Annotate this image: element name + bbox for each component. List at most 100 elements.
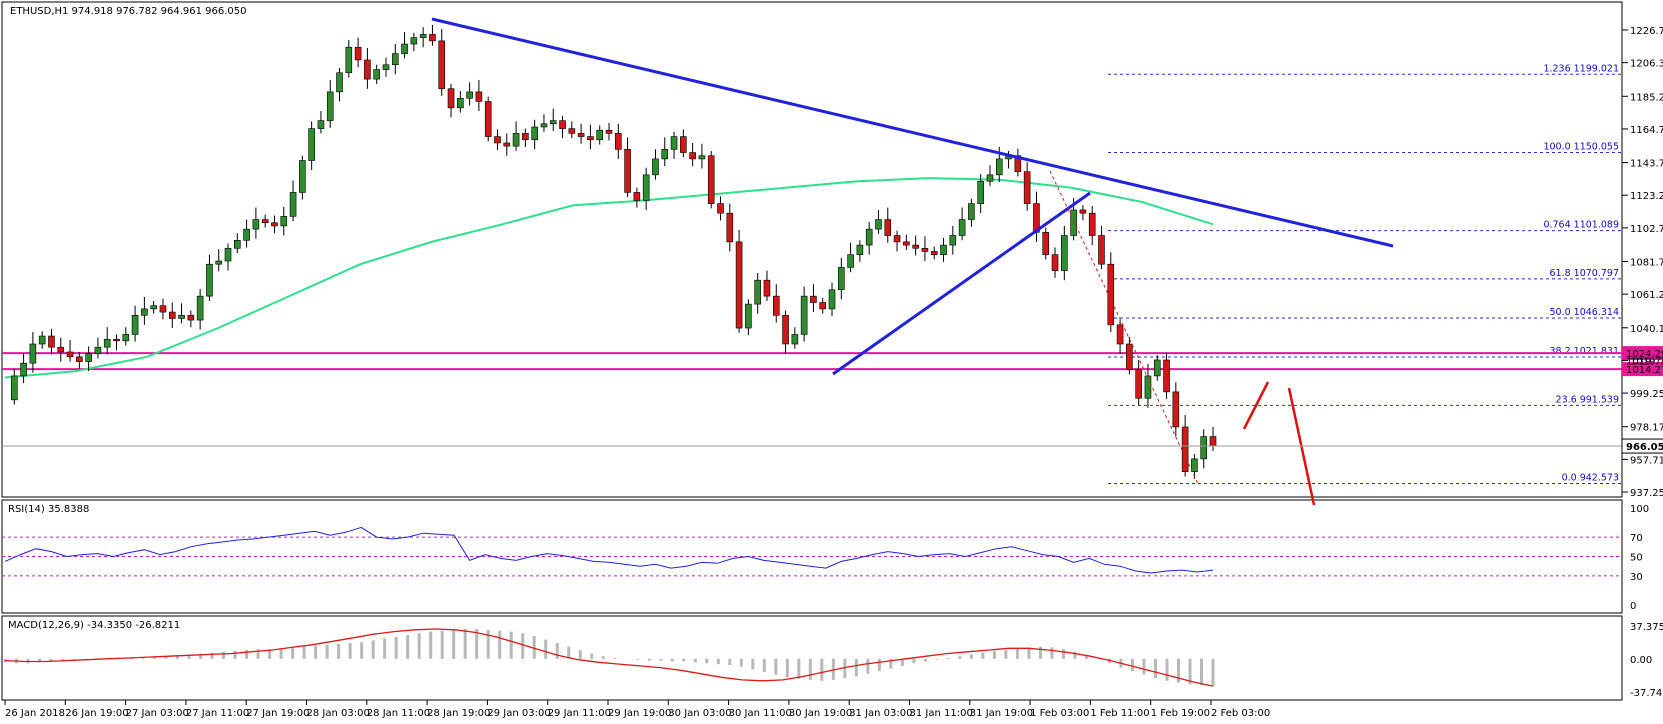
bullish-candle xyxy=(122,334,130,342)
time-tick-label: 27 Jan 03:00 xyxy=(126,708,189,719)
bearish-candle xyxy=(271,222,278,227)
bullish-candle xyxy=(401,43,408,54)
bullish-candle xyxy=(596,129,604,141)
fib-level-label: 23.6 991.539 xyxy=(1556,394,1619,405)
bearish-candle xyxy=(522,133,529,141)
bearish-candle xyxy=(438,40,446,90)
fib-swing-line xyxy=(1049,170,1199,485)
macd-label: MACD(12,26,9) -34.3350 -26.8211 xyxy=(8,620,180,631)
bearish-candle xyxy=(763,279,771,297)
bullish-candle xyxy=(800,295,808,335)
bearish-candle xyxy=(707,155,715,204)
bearish-candle xyxy=(1126,343,1133,370)
time-tick-label: 29 Jan 03:00 xyxy=(487,708,550,719)
price-tick-label: 999.250 xyxy=(1630,389,1663,400)
time-tick-label: 31 Jan 19:00 xyxy=(970,708,1033,719)
bullish-candle xyxy=(224,247,232,262)
candles xyxy=(10,24,1217,479)
fib-level-label: 61.8 1070.797 xyxy=(1549,268,1619,279)
bullish-candle xyxy=(150,305,157,310)
bullish-candle xyxy=(29,343,37,364)
bullish-candle xyxy=(234,239,241,249)
bullish-candle xyxy=(856,244,864,255)
price-tick-label: 957.710 xyxy=(1630,455,1663,466)
price-axis: 1226.790 1206.330 1185.250 1164.790 1143.710… xyxy=(2,26,1663,499)
current-price-box xyxy=(1621,438,1663,454)
horizontal-level-label: 1024.294 xyxy=(1626,349,1663,360)
bullish-candle xyxy=(466,91,473,99)
bullish-candle xyxy=(38,335,46,345)
bearish-candle xyxy=(624,149,631,193)
projection-up-arrow xyxy=(1242,381,1270,430)
time-tick-label: 28 Jan 11:00 xyxy=(367,708,430,719)
bullish-candle xyxy=(131,314,139,335)
bearish-candle xyxy=(903,241,910,246)
macd-panel-border xyxy=(1,615,1623,701)
rsi-tick-label: 0 xyxy=(1630,601,1636,612)
bullish-candle xyxy=(949,235,957,246)
fib-level-label: 38.2 1021.831 xyxy=(1549,346,1619,357)
time-tick-label: 27 Jan 11:00 xyxy=(186,708,249,719)
bullish-candle xyxy=(531,126,538,141)
bearish-candle xyxy=(680,136,687,153)
bearish-candle xyxy=(1107,263,1115,326)
bearish-trend-line xyxy=(431,17,1394,248)
bullish-candle xyxy=(10,375,18,401)
bullish-candle xyxy=(457,97,464,109)
bearish-candle xyxy=(1088,212,1096,236)
bullish-candle xyxy=(838,267,845,291)
bullish-candle xyxy=(326,91,334,121)
macd-tick-label: -37.7498 xyxy=(1630,688,1663,699)
bearish-candle xyxy=(494,136,501,144)
price-tick-label: 978.170 xyxy=(1630,423,1663,434)
price-tick-label: 1226.790 xyxy=(1630,26,1663,37)
support-resistance-lines: 1024.294 1014.2771019.710 xyxy=(2,346,1663,377)
fib-level-label: 0.764 1101.089 xyxy=(1543,220,1619,231)
bullish-trend-line xyxy=(832,191,1091,376)
bullish-candle xyxy=(345,46,353,74)
bullish-candle xyxy=(865,228,873,246)
bullish-candle xyxy=(754,279,761,305)
current-price-label: 966.050 xyxy=(1626,442,1663,453)
main-panel-border xyxy=(1,1,1623,498)
bearish-candle xyxy=(1023,171,1031,204)
bullish-candle xyxy=(243,228,250,241)
bullish-candle xyxy=(289,192,297,217)
bullish-candle xyxy=(410,37,418,45)
bullish-candle xyxy=(875,219,882,230)
time-tick-label: 1 Feb 19:00 xyxy=(1151,708,1210,719)
fib-level-label: 1.236 1199.021 xyxy=(1543,63,1619,74)
bearish-candle xyxy=(587,136,594,141)
bullish-candle xyxy=(373,69,380,80)
bearish-candle xyxy=(484,101,492,137)
time-tick-label: 28 Jan 19:00 xyxy=(427,708,490,719)
rsi-line xyxy=(4,526,1214,574)
bearish-candle xyxy=(1014,155,1022,172)
bearish-candle xyxy=(1116,324,1124,345)
bullish-candle xyxy=(299,160,306,193)
rsi-tick-label: 50 xyxy=(1630,553,1643,564)
time-tick-label: 26 Jan 19:00 xyxy=(65,708,128,719)
bearish-candle xyxy=(559,120,566,129)
bearish-candle xyxy=(475,91,483,102)
bullish-candle xyxy=(1153,359,1161,377)
horizontal-level-box xyxy=(1622,362,1663,377)
bearish-candle xyxy=(1051,254,1059,271)
bearish-candle xyxy=(364,59,371,80)
bullish-candle xyxy=(1061,235,1068,271)
bullish-candle xyxy=(215,260,223,265)
fibonacci-levels: 1.236 1199.021 100.0 1150.055 0.764 1101.0… xyxy=(1108,63,1622,485)
price-tick-label: 1123.250 xyxy=(1630,191,1663,202)
bearish-candle xyxy=(577,133,585,137)
macd-signal-line xyxy=(4,628,1214,687)
time-tick-label: 31 Jan 11:00 xyxy=(910,708,973,719)
bearish-candle xyxy=(614,133,622,150)
bullish-candle xyxy=(661,149,669,160)
bearish-candle xyxy=(48,335,55,348)
bearish-candle xyxy=(930,251,938,255)
bullish-candle xyxy=(977,180,984,204)
bearish-candle xyxy=(57,346,65,353)
time-tick-label: 26 Jan 2018 xyxy=(5,708,65,719)
